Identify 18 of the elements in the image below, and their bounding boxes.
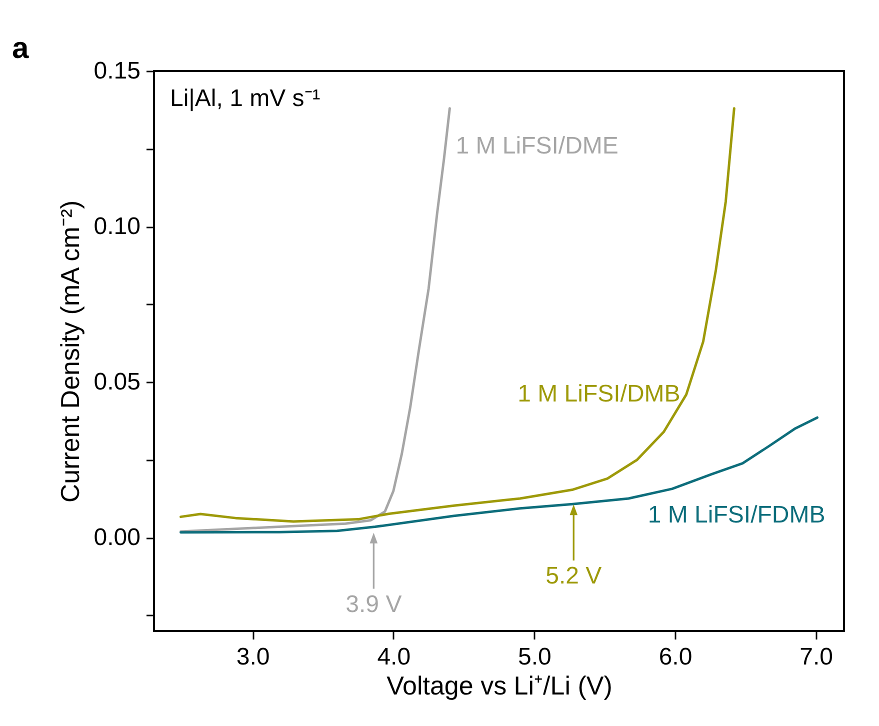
series-label: 1 M LiFSI/DMB [518,380,680,408]
y-tick-label: 0.15 [94,58,140,84]
x-tick-label: 4.0 [377,644,411,670]
x-tick-label: 3.0 [236,644,270,670]
y-tick-label: 0.00 [94,524,140,552]
x-tick-label: 7.0 [800,644,834,670]
y-tick-label: 0.10 [94,213,140,240]
x-axis-title: Voltage vs Li⁺/Li (V) [386,670,612,700]
y-tick-label: 0.05 [94,368,140,396]
y-axis-title: Current Density (mA cm⁻²) [54,200,85,503]
x-tick-label: 5.0 [518,644,552,670]
annotation: 5.2 V [546,562,602,590]
annotation: Li|Al, 1 mV s⁻¹ [170,85,320,112]
x-tick-label: 6.0 [658,644,692,670]
series-label: 1 M LiFSI/DME [456,132,618,160]
annotation: 3.9 V [346,590,402,618]
series-label: 1 M LiFSI/FDMB [648,502,826,529]
text: a [12,32,29,65]
